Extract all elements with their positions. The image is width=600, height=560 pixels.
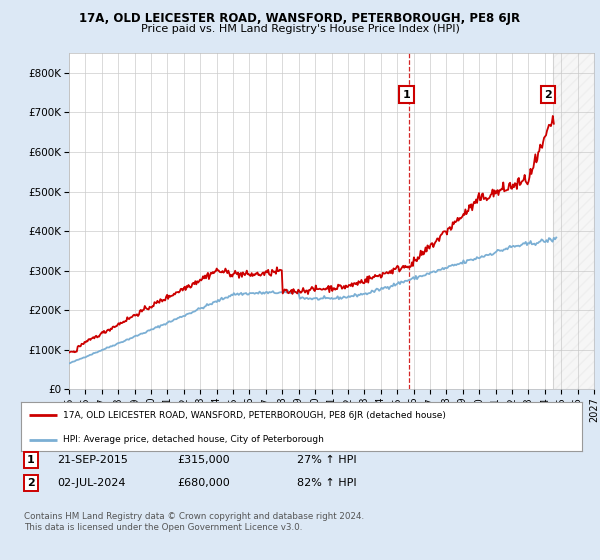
Text: 17A, OLD LEICESTER ROAD, WANSFORD, PETERBOROUGH, PE8 6JR: 17A, OLD LEICESTER ROAD, WANSFORD, PETER…	[79, 12, 521, 25]
Text: £680,000: £680,000	[177, 478, 230, 488]
Text: Price paid vs. HM Land Registry's House Price Index (HPI): Price paid vs. HM Land Registry's House …	[140, 24, 460, 34]
Text: 27% ↑ HPI: 27% ↑ HPI	[297, 455, 356, 465]
Text: HPI: Average price, detached house, City of Peterborough: HPI: Average price, detached house, City…	[63, 436, 324, 445]
Text: 2: 2	[27, 478, 35, 488]
Text: 1: 1	[403, 90, 410, 100]
Text: 21-SEP-2015: 21-SEP-2015	[57, 455, 128, 465]
Text: 1: 1	[27, 455, 35, 465]
Text: 02-JUL-2024: 02-JUL-2024	[57, 478, 125, 488]
Text: 82% ↑ HPI: 82% ↑ HPI	[297, 478, 356, 488]
Text: 17A, OLD LEICESTER ROAD, WANSFORD, PETERBOROUGH, PE8 6JR (detached house): 17A, OLD LEICESTER ROAD, WANSFORD, PETER…	[63, 411, 446, 420]
Bar	[553, 53, 594, 389]
Text: Contains HM Land Registry data © Crown copyright and database right 2024.
This d: Contains HM Land Registry data © Crown c…	[24, 512, 364, 532]
Text: £315,000: £315,000	[177, 455, 230, 465]
Text: 2: 2	[544, 90, 552, 100]
